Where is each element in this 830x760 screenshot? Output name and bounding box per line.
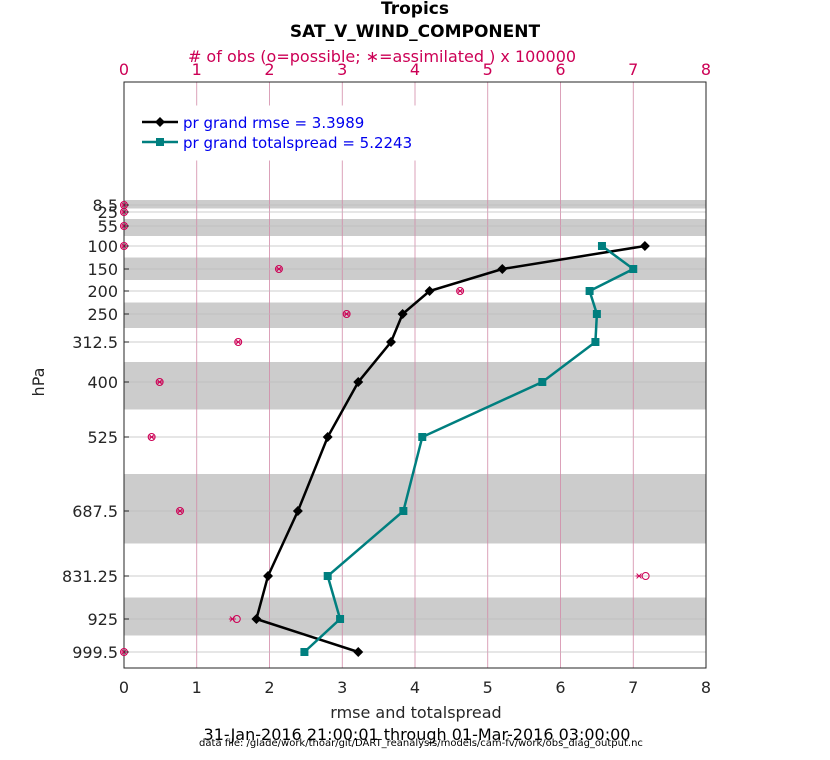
x-tick-label: 0 [119,678,129,697]
rmse-point [263,571,274,581]
obs-assimilated-marker [156,379,164,385]
totalspread-point [323,572,332,580]
top-x-tick-labels: 0 1 2 3 4 5 6 7 8 [119,60,711,79]
top-axis-label: # of obs (o=possible; ∗=assimilated ) x … [188,47,576,66]
chart-title: Tropics [381,0,449,19]
rmse-point [292,506,303,516]
y-tick-label: 687.5 [72,502,118,521]
obs-assimilated-marker [635,573,643,579]
obs-assimilated-marker [176,508,184,514]
x-tick-label: 5 [483,678,493,697]
totalspread-point [538,378,547,386]
y-tick-label: 525 [87,428,118,447]
x-axis-label: rmse and totalspread [330,703,501,722]
y-tick-label: 55 [98,217,118,236]
rmse-point [251,614,262,624]
rmse-point [497,264,508,274]
top-x-tick-label: 6 [555,60,565,79]
obs-assimilated-stroke [148,434,155,440]
top-x-tick-label: 5 [483,60,493,79]
legend-rmse-marker [155,117,165,127]
obs-assimilated-stroke [276,266,282,272]
obs-assimilated-marker [343,311,351,317]
y-tick-label: 100 [87,237,118,256]
y-tick-label: 400 [87,373,118,392]
obs-assimilated-stroke [343,311,350,317]
top-x-tick-label: 2 [264,60,274,79]
x-tick-label: 4 [410,678,420,697]
top-x-tick-label: 1 [192,60,202,79]
legend-box [133,105,451,161]
rmse-point [353,647,364,657]
legend: pr grand rmse = 3.3989 pr grand totalspr… [133,105,451,161]
x-tick-label: 3 [337,678,347,697]
rmse-point [397,309,408,319]
obs-assimilated-marker [456,288,464,294]
y-tick-label: 150 [87,260,118,279]
obs-assimilated-marker [228,616,236,622]
x-tick-label: 8 [701,678,711,697]
obs-assimilated-stroke [457,288,463,294]
y-tick-label: 200 [87,282,118,301]
totalspread-point [399,507,408,515]
rmse-point [639,241,650,251]
y-axis-label: hPa [29,368,48,397]
obs-assimilated-stroke [235,339,242,345]
plot-frame [123,81,707,669]
legend-spread-marker [156,138,164,146]
x-tick-label: 7 [628,678,638,697]
y-tick-label: 831.25 [62,567,118,586]
obs-assimilated-stroke [229,616,236,622]
x-tick-label: 1 [192,678,202,697]
totalspread-point [629,265,638,273]
rmse-point [424,286,435,296]
top-x-tick-label: 4 [410,60,420,79]
top-x-tick-label: 7 [628,60,638,79]
y-tick-label: 999.5 [72,643,118,662]
top-x-tick-label: 0 [119,60,129,79]
obs-assimilated-marker [148,434,156,440]
rmse-point [322,432,333,442]
series-lines [251,241,650,657]
totalspread-point [336,615,345,623]
y-tick-label: 25 [98,203,118,222]
obs-assimilated-marker [275,266,283,272]
obs-assimilated-marker [234,339,242,345]
rmse-point [385,337,396,347]
date-range: 31-Jan-2016 21:00:01 through 01-Mar-2016… [204,725,631,744]
totalspread-point [597,242,606,250]
grid [123,82,707,668]
totalspread-point [418,433,427,441]
x-tick-label: 2 [264,678,274,697]
obs-assimilated-stroke [636,573,642,579]
chart-subtitle: SAT_V_WIND_COMPONENT [290,22,541,42]
totalspread-point [592,310,601,318]
top-x-tick-label: 8 [701,60,711,79]
obs-assimilated-stroke [156,379,163,385]
x-tick-label: 6 [555,678,565,697]
y-tick-label: 250 [87,305,118,324]
x-tick-labels: 0 1 2 3 4 5 6 7 8 [119,678,711,697]
totalspread-point [585,287,594,295]
data-file-note: data file: /glade/work/thoar/git/DART_re… [199,738,643,749]
totalspread-point [300,648,309,656]
y-tick-label: 925 [87,610,118,629]
y-tick-label: 312.5 [72,333,118,352]
y-tick-label: 8.5 [93,196,118,215]
obs-assimilated-stroke [177,508,183,514]
rmse-point [353,377,364,387]
legend-spread-label: pr grand totalspread = 5.2243 [183,134,412,152]
totalspread-point [591,338,600,346]
top-x-tick-label: 3 [337,60,347,79]
legend-rmse-label: pr grand rmse = 3.3989 [183,114,364,132]
